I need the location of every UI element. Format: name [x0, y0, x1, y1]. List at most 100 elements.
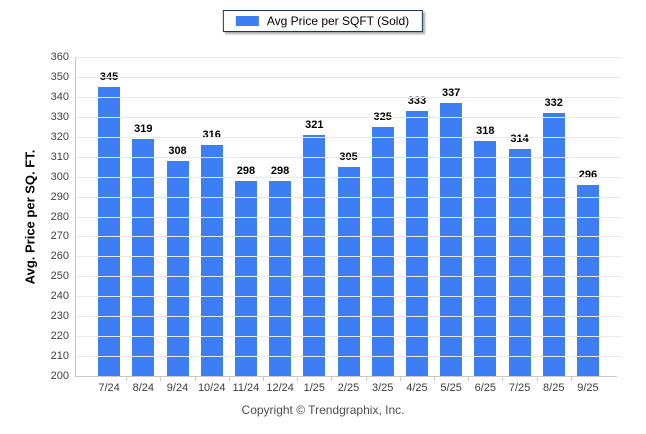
x-tick-label: 1/25 — [303, 382, 326, 394]
x-tick-label: 6/25 — [474, 382, 497, 394]
gridline — [76, 176, 621, 178]
legend: Avg Price per SQFT (Sold) — [222, 10, 424, 32]
bar — [132, 138, 155, 376]
bar-value-label: 332 — [544, 96, 563, 109]
legend-color-swatch — [235, 16, 259, 26]
bar-value-label: 337 — [441, 86, 461, 99]
y-tick-label: 290 — [50, 190, 69, 203]
bar-value-label: 321 — [305, 118, 324, 131]
gridline — [76, 216, 621, 218]
x-axis-tick — [434, 377, 435, 381]
bar — [234, 180, 257, 376]
bar — [576, 184, 599, 376]
bar-value-label: 316 — [202, 128, 221, 141]
bar-value-label: 319 — [134, 122, 153, 135]
x-axis-tick — [263, 377, 264, 381]
y-tick-label: 320 — [50, 130, 69, 143]
x-tick-label: 3/25 — [372, 382, 394, 394]
bar-value-label: 298 — [270, 164, 290, 177]
x-tick-label: 10/24 — [197, 382, 226, 394]
legend-label: Avg Price per SQFT (Sold) — [266, 14, 410, 28]
gridline — [76, 136, 621, 138]
gridline — [76, 156, 621, 158]
y-tick-label: 330 — [50, 110, 69, 123]
gridline — [76, 96, 621, 98]
bar-slot: 308 9/24 — [160, 57, 194, 394]
bar — [200, 144, 223, 376]
y-tick-label: 270 — [50, 230, 69, 243]
gridline — [76, 76, 621, 78]
y-tick-label: 360 — [50, 51, 69, 63]
bar-slot: 321 1/25 — [297, 57, 331, 394]
y-tick-label: 260 — [50, 250, 69, 263]
bar — [303, 134, 326, 376]
bar-slot: 337 5/25 — [434, 57, 468, 394]
x-axis-tick — [468, 377, 470, 381]
x-axis-tick — [160, 377, 162, 381]
y-tick-label: 340 — [50, 90, 69, 103]
bar — [508, 148, 531, 376]
y-tick-label: 350 — [50, 70, 69, 83]
bar-value-label: 318 — [476, 124, 495, 137]
bar-value-label: 305 — [339, 150, 358, 163]
x-axis-tick — [228, 377, 230, 381]
x-axis-tick — [126, 377, 128, 381]
bar-slot: 314 7/25 — [502, 57, 536, 394]
y-tick-label: 230 — [50, 310, 69, 323]
x-axis-tick — [399, 377, 401, 381]
gridline — [76, 316, 621, 318]
y-tick-label: 300 — [50, 170, 69, 183]
copyright-text: Copyright © Trendgraphix, Inc. — [241, 403, 405, 417]
y-axis-title: Avg. Price per SQ. FT. — [22, 149, 38, 285]
gridline — [76, 116, 621, 118]
x-tick-label: 12/24 — [266, 382, 294, 394]
x-tick-label: 4/25 — [406, 382, 428, 394]
bar — [440, 102, 463, 376]
gridline — [76, 236, 621, 238]
y-tick-label: 310 — [50, 150, 69, 163]
bars-container: 345 7/24 319 8/24 308 9/24 316 10/24 298 11/24 298… — [92, 57, 605, 394]
bar-value-label: 314 — [510, 132, 529, 145]
gridline — [76, 256, 621, 258]
x-tick-label: 8/25 — [543, 382, 565, 394]
y-tick-label: 220 — [50, 330, 69, 343]
bar-slot: 298 12/24 — [263, 57, 297, 394]
x-tick-label: 11/24 — [232, 382, 260, 394]
bar — [474, 140, 497, 376]
bar-value-label: 308 — [168, 144, 187, 157]
x-tick-label: 5/25 — [440, 382, 462, 394]
bar-slot: 345 7/24 — [92, 57, 126, 394]
plot-area: 345 7/24 319 8/24 308 9/24 316 10/24 298 11/24 298… — [51, 51, 621, 394]
x-tick-label: 8/24 — [132, 382, 155, 394]
bar — [337, 166, 360, 376]
x-tick-label: 9/25 — [577, 382, 599, 394]
x-tick-label: 7/24 — [98, 382, 120, 394]
x-axis-tick — [536, 377, 538, 381]
bar — [371, 126, 394, 376]
bar-slot: 305 2/25 — [331, 57, 365, 394]
gridline — [76, 336, 621, 338]
x-axis-tick — [194, 377, 196, 381]
bar-slot: 332 8/25 — [537, 57, 571, 394]
y-tick-label: 200 — [50, 370, 69, 382]
bar-slot: 325 3/25 — [366, 57, 400, 394]
x-axis-tick — [502, 377, 504, 381]
bar-slot: 318 6/25 — [468, 57, 502, 394]
x-tick-label: 2/25 — [337, 382, 360, 394]
bar — [542, 112, 565, 376]
x-tick-label: 9/24 — [166, 382, 189, 394]
y-tick-label: 280 — [50, 210, 69, 223]
gridline — [76, 296, 621, 298]
bar-value-label: 345 — [99, 70, 119, 83]
bar-value-label: 325 — [373, 110, 392, 123]
bar — [166, 160, 189, 376]
bar — [98, 86, 121, 376]
x-axis-tick — [331, 377, 333, 381]
gridline — [76, 356, 621, 358]
bar-value-label: 298 — [236, 164, 256, 177]
x-tick-label: 7/25 — [508, 382, 531, 394]
gridline — [76, 57, 621, 58]
x-axis-tick — [297, 377, 299, 381]
y-tick-label: 240 — [50, 290, 69, 303]
